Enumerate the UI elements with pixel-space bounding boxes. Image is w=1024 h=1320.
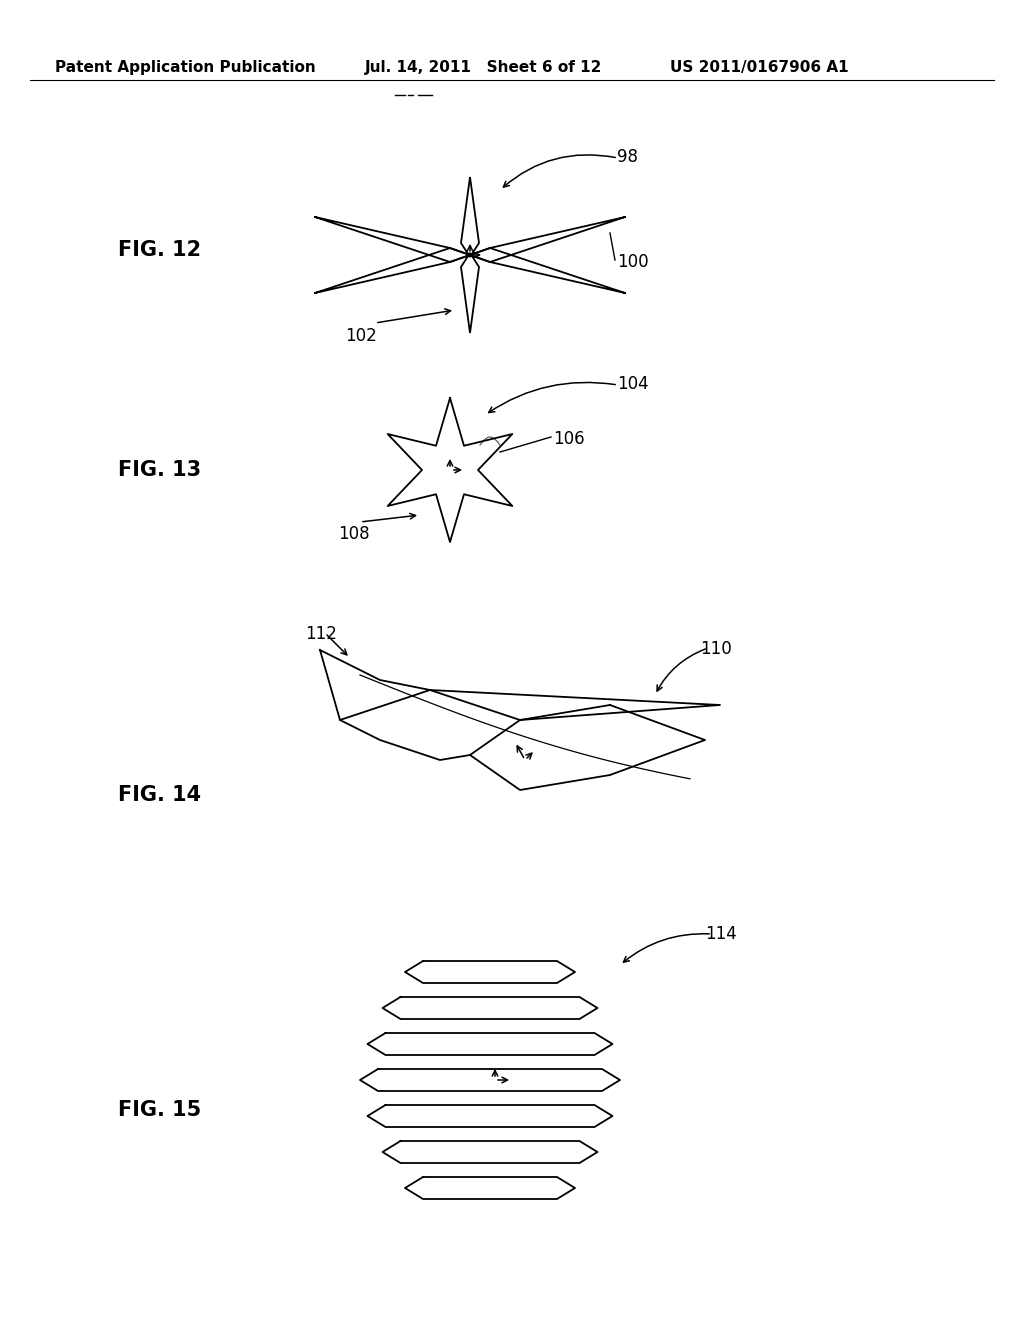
Text: 104: 104 [617, 375, 648, 393]
Text: 98: 98 [617, 148, 638, 166]
Text: FIG. 12: FIG. 12 [118, 240, 201, 260]
Text: FIG. 13: FIG. 13 [118, 459, 201, 480]
Text: 102: 102 [345, 327, 377, 345]
Text: 100: 100 [617, 253, 648, 271]
Text: 108: 108 [338, 525, 370, 543]
Text: Patent Application Publication: Patent Application Publication [55, 59, 315, 75]
Text: 114: 114 [705, 925, 736, 942]
Text: 106: 106 [553, 430, 585, 447]
Text: Jul. 14, 2011   Sheet 6 of 12: Jul. 14, 2011 Sheet 6 of 12 [365, 59, 602, 75]
Text: 110: 110 [700, 640, 732, 657]
Text: 112: 112 [305, 624, 337, 643]
Text: FIG. 15: FIG. 15 [118, 1100, 202, 1119]
Text: FIG. 14: FIG. 14 [118, 785, 201, 805]
Text: US 2011/0167906 A1: US 2011/0167906 A1 [670, 59, 849, 75]
